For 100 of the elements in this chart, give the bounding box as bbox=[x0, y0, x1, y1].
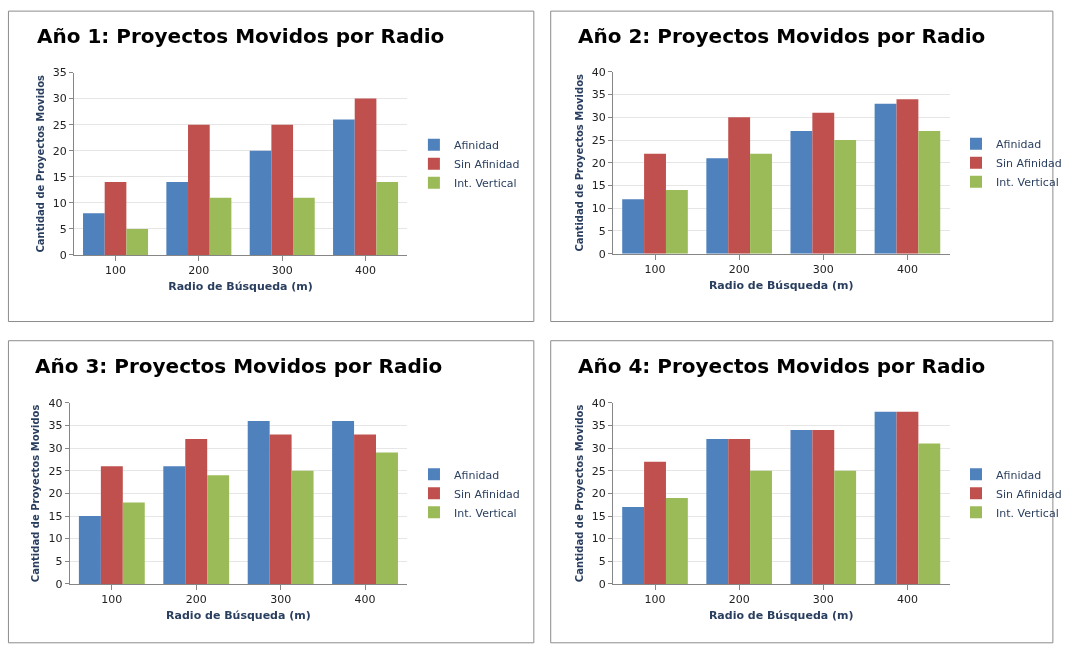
y-tick-label: 15 bbox=[591, 509, 606, 523]
y-tick-label: 10 bbox=[591, 202, 606, 216]
bar bbox=[247, 420, 270, 584]
bar bbox=[104, 182, 127, 255]
y-tick-label: 30 bbox=[591, 441, 606, 455]
bar bbox=[293, 197, 315, 255]
legend-label: Sin Afinidad bbox=[996, 157, 1062, 171]
legend-label: Int. Vertical bbox=[996, 506, 1059, 520]
y-tick-label: 40 bbox=[48, 396, 63, 410]
x-tick-label: 100 bbox=[105, 264, 127, 278]
bar bbox=[332, 420, 355, 584]
bar bbox=[166, 182, 189, 255]
bar bbox=[728, 439, 751, 584]
y-tick-label: 20 bbox=[52, 144, 67, 158]
x-tick-label: 100 bbox=[644, 262, 666, 276]
bar bbox=[728, 117, 751, 254]
y-tick-label: 0 bbox=[55, 577, 63, 591]
bar bbox=[269, 434, 292, 584]
bar bbox=[644, 461, 666, 584]
y-tick-label: 0 bbox=[59, 248, 67, 262]
x-tick-label: 100 bbox=[101, 593, 123, 607]
y-tick-label: 25 bbox=[52, 118, 67, 132]
legend-label: Sin Afinidad bbox=[996, 487, 1062, 501]
y-tick-label: 35 bbox=[591, 419, 606, 433]
bar bbox=[918, 443, 941, 584]
x-axis-title: Radio de Búsqueda (m) bbox=[166, 609, 311, 623]
y-tick-label: 20 bbox=[591, 487, 606, 501]
bar bbox=[163, 466, 186, 584]
x-axis-title: Radio de Búsqueda (m) bbox=[708, 609, 854, 623]
bar bbox=[812, 429, 835, 584]
x-tick-label: 400 bbox=[354, 593, 376, 607]
bar bbox=[896, 411, 919, 584]
y-axis-title: Cantidad de Proyectos Movidos bbox=[573, 73, 585, 252]
bar bbox=[333, 119, 355, 255]
x-tick-label: 200 bbox=[728, 262, 750, 276]
bar bbox=[750, 153, 772, 254]
y-axis-title: Cantidad de Proyectos Movidos bbox=[573, 404, 585, 583]
bar bbox=[706, 439, 729, 584]
x-tick-label: 300 bbox=[812, 262, 834, 276]
chart-title: Año 2: Proyectos Movidos por Radio bbox=[578, 24, 986, 48]
y-tick-label: 25 bbox=[48, 464, 63, 478]
legend-label: Afinidad bbox=[453, 139, 500, 153]
bar bbox=[622, 506, 645, 584]
bar bbox=[376, 452, 398, 584]
y-tick-label: 40 bbox=[591, 65, 606, 79]
x-axis-title: Radio de Búsqueda (m) bbox=[168, 280, 313, 294]
chart-title: Año 3: Proyectos Movidos por Radio bbox=[35, 354, 443, 378]
bar bbox=[665, 190, 688, 254]
legend-label: Sin Afinidad bbox=[453, 158, 520, 172]
bar bbox=[834, 470, 857, 584]
chart-title: Año 4: Proyectos Movidos por Radio bbox=[578, 354, 986, 378]
bar bbox=[874, 411, 897, 584]
y-tick-label: 15 bbox=[591, 179, 606, 193]
bar bbox=[790, 130, 813, 254]
bar bbox=[83, 213, 105, 255]
y-tick-label: 5 bbox=[598, 224, 606, 238]
x-tick-label: 200 bbox=[185, 593, 207, 607]
y-tick-label: 10 bbox=[48, 532, 63, 546]
bar bbox=[622, 199, 645, 254]
bar bbox=[185, 439, 208, 584]
bar bbox=[354, 98, 377, 255]
y-tick-label: 35 bbox=[591, 88, 606, 102]
bar bbox=[918, 130, 941, 254]
x-axis-title: Radio de Búsqueda (m) bbox=[708, 279, 854, 293]
x-tick-label: 400 bbox=[355, 264, 377, 278]
bar bbox=[249, 150, 272, 255]
bar bbox=[644, 153, 666, 254]
bar bbox=[291, 470, 314, 584]
y-tick-label: 35 bbox=[52, 66, 67, 80]
bar bbox=[790, 429, 813, 584]
x-tick-label: 200 bbox=[188, 264, 210, 278]
y-tick-label: 15 bbox=[48, 509, 63, 523]
legend-label: Afinidad bbox=[996, 468, 1042, 482]
y-tick-label: 10 bbox=[52, 196, 67, 210]
y-tick-label: 5 bbox=[598, 555, 606, 569]
y-axis-title: Cantidad de Proyectos Movidos bbox=[30, 404, 42, 583]
y-tick-label: 25 bbox=[591, 464, 606, 478]
legend-label: Int. Vertical bbox=[996, 176, 1059, 190]
y-tick-label: 20 bbox=[48, 487, 63, 501]
x-tick-label: 300 bbox=[270, 593, 292, 607]
y-tick-label: 35 bbox=[48, 419, 63, 433]
y-tick-label: 0 bbox=[598, 577, 606, 591]
bar bbox=[812, 112, 835, 254]
y-tick-label: 25 bbox=[591, 133, 606, 147]
x-tick-label: 400 bbox=[896, 593, 918, 607]
y-axis-title: Cantidad de Proyectos Movidos bbox=[34, 74, 46, 253]
x-tick-label: 300 bbox=[271, 264, 293, 278]
bar bbox=[834, 140, 857, 254]
bar bbox=[78, 516, 101, 584]
bar bbox=[126, 228, 149, 255]
x-tick-label: 300 bbox=[812, 593, 834, 607]
bar bbox=[896, 99, 919, 254]
bar bbox=[209, 197, 232, 255]
y-tick-label: 40 bbox=[591, 396, 606, 410]
y-tick-label: 10 bbox=[591, 532, 606, 546]
bar bbox=[874, 103, 897, 254]
bar bbox=[376, 182, 399, 255]
x-tick-label: 200 bbox=[728, 593, 750, 607]
legend-label: Afinidad bbox=[453, 468, 500, 482]
bar bbox=[207, 475, 230, 584]
